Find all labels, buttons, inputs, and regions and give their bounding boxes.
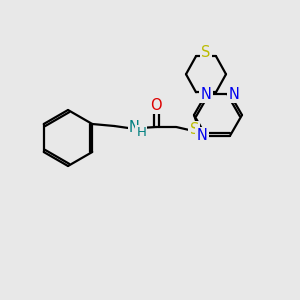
Text: N: N — [196, 128, 207, 143]
Text: N: N — [201, 87, 212, 102]
Text: S: S — [190, 122, 199, 137]
Text: N: N — [129, 121, 140, 136]
Text: O: O — [150, 98, 162, 112]
Text: S: S — [201, 45, 211, 60]
Text: H: H — [136, 127, 146, 140]
Text: N: N — [229, 87, 239, 102]
